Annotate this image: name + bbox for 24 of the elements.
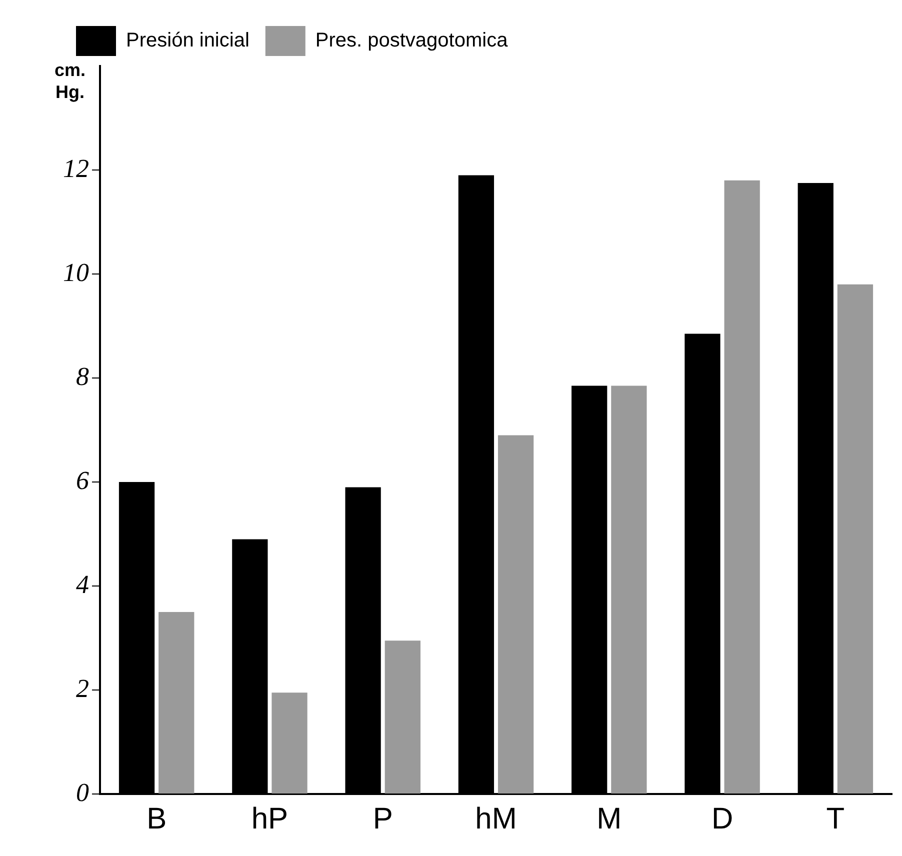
- x-tick-label: D: [711, 802, 734, 836]
- legend-label: Presión inicial: [126, 30, 250, 52]
- bar: [724, 180, 760, 794]
- x-tick-label: hP: [251, 802, 288, 836]
- x-tick-label: M: [596, 802, 622, 836]
- bar: [272, 692, 308, 794]
- x-tick-label: B: [146, 802, 167, 836]
- y-axis-title: cm. Hg.: [54, 60, 86, 102]
- x-tick-label: P: [372, 802, 393, 836]
- y-tick-label: 0: [76, 778, 89, 807]
- y-tick-label: 12: [63, 154, 89, 183]
- y-tick-label: 6: [76, 466, 89, 495]
- x-tick-label: hM: [475, 802, 517, 836]
- bar: [498, 435, 534, 794]
- y-tick-label: 4: [76, 570, 89, 599]
- bar: [158, 612, 194, 794]
- y-tick-label: 8: [76, 362, 89, 391]
- x-tick-label: T: [826, 802, 845, 836]
- y-tick-label: 2: [76, 674, 89, 703]
- bar: [611, 386, 647, 794]
- legend-label: Pres. postvagotomica: [315, 30, 509, 52]
- bar: [384, 640, 420, 794]
- bar: [837, 284, 874, 794]
- y-tick-label: 10: [63, 258, 89, 287]
